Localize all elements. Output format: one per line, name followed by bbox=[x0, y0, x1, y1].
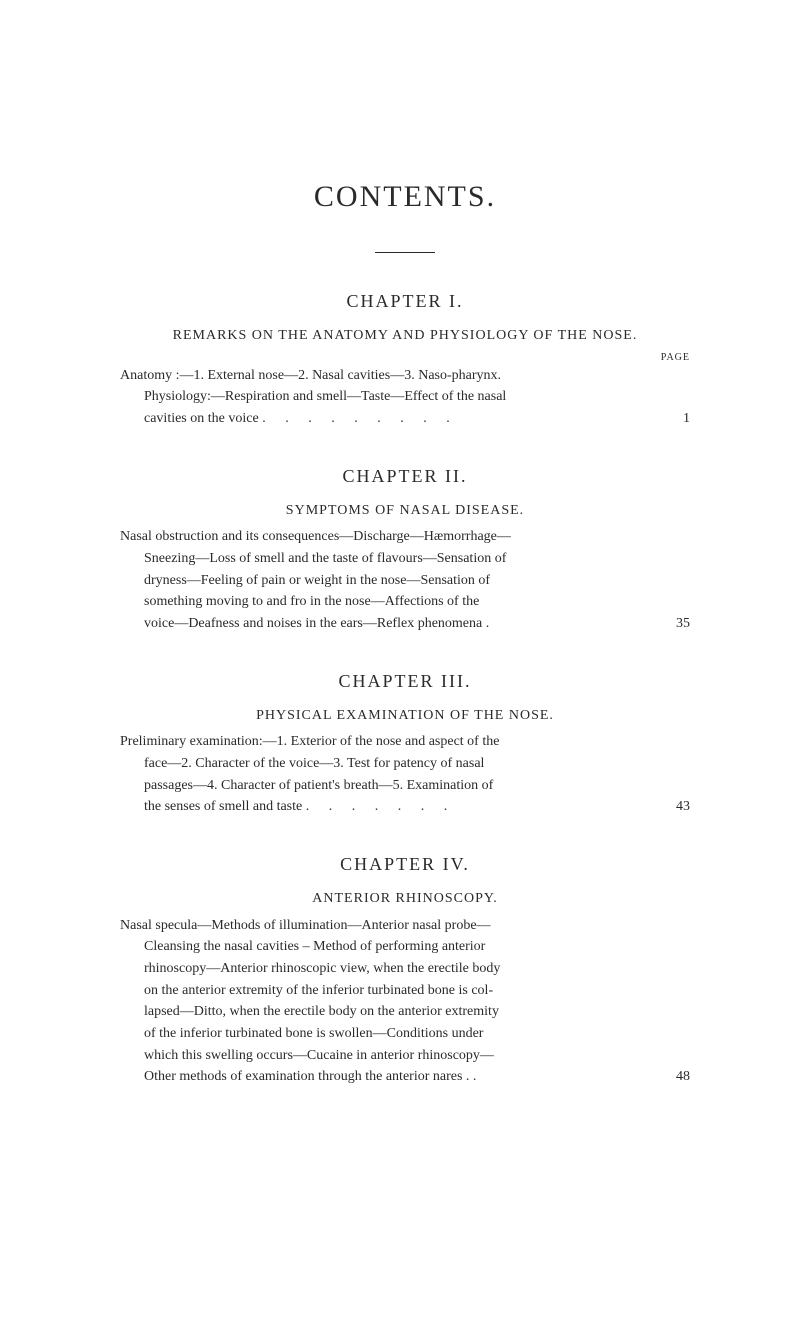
chapter-1-subtitle: REMARKS ON THE ANATOMY AND PHYSIOLOGY OF… bbox=[120, 326, 690, 346]
chapter-3-dots: . . . . . . . bbox=[306, 799, 456, 814]
chapter-1-line3: cavities on the voice . . . . . . . . . … bbox=[120, 408, 690, 430]
chapter-2-line2: Sneezing—Loss of smell and the taste of … bbox=[120, 548, 690, 570]
chapter-1-line1: Anatomy :—1. External nose—2. Nasal cavi… bbox=[120, 368, 501, 383]
chapter-3-line4-text: the senses of smell and taste bbox=[144, 799, 302, 814]
chapter-4-line4: on the anterior extremity of the inferio… bbox=[120, 980, 690, 1002]
chapter-4-line7: which this swelling occurs—Cucaine in an… bbox=[120, 1045, 690, 1067]
chapter-4-line5: lapsed—Ditto, when the erectile body on … bbox=[120, 1001, 690, 1023]
chapter-1-title: CHAPTER I. bbox=[120, 291, 690, 312]
chapter-1-page: 1 bbox=[647, 408, 690, 430]
chapter-4-body: Nasal specula—Methods of illumination—An… bbox=[120, 915, 690, 1089]
chapter-2-line5-text: voice—Deafness and noises in the ears—Re… bbox=[144, 616, 482, 631]
chapter-3-line1: Preliminary examination:—1. Exterior of … bbox=[120, 734, 499, 749]
chapter-1-dots: . . . . . . . . . bbox=[262, 411, 458, 426]
chapter-4-page: 48 bbox=[640, 1066, 690, 1088]
chapter-3-page: 43 bbox=[640, 796, 690, 818]
chapter-4-dots: . bbox=[473, 1069, 485, 1084]
chapter-2-title: CHAPTER II. bbox=[120, 466, 690, 487]
chapter-3-line2: face—2. Character of the voice—3. Test f… bbox=[120, 753, 690, 775]
chapter-4-line2: Cleansing the nasal cavities – Method of… bbox=[120, 936, 690, 958]
chapter-2-line3: dryness—Feeling of pain or weight in the… bbox=[120, 570, 690, 592]
chapter-3-subtitle: PHYSICAL EXAMINATION OF THE NOSE. bbox=[120, 706, 690, 726]
title-divider bbox=[375, 252, 435, 253]
chapter-3-title: CHAPTER III. bbox=[120, 671, 690, 692]
chapter-3-line3: passages—4. Character of patient's breat… bbox=[120, 775, 690, 797]
chapter-1-line2: Physiology:—Respiration and smell—Taste—… bbox=[120, 386, 690, 408]
chapter-4-line6: of the inferior turbinated bone is swoll… bbox=[120, 1023, 690, 1045]
chapter-2-line4: something moving to and fro in the nose—… bbox=[120, 591, 690, 613]
chapter-3: CHAPTER III. PHYSICAL EXAMINATION OF THE… bbox=[120, 671, 690, 818]
chapter-3-line4: the senses of smell and taste . . . . . … bbox=[120, 796, 690, 818]
chapter-2-dots: . bbox=[486, 616, 498, 631]
chapter-4-line8: Other methods of examination through the… bbox=[120, 1066, 690, 1088]
chapter-4-title: CHAPTER IV. bbox=[120, 854, 690, 875]
chapter-4-subtitle: ANTERIOR RHINOSCOPY. bbox=[120, 889, 690, 909]
contents-title: CONTENTS. bbox=[120, 180, 690, 214]
chapter-2-page: 35 bbox=[640, 613, 690, 635]
chapter-4-line3: rhinoscopy—Anterior rhinoscopic view, wh… bbox=[120, 958, 690, 980]
chapter-1-body: Anatomy :—1. External nose—2. Nasal cavi… bbox=[120, 365, 690, 430]
chapter-4-line8-text: Other methods of examination through the… bbox=[144, 1069, 469, 1084]
chapter-3-body: Preliminary examination:—1. Exterior of … bbox=[120, 731, 690, 818]
chapter-2: CHAPTER II. SYMPTOMS OF NASAL DISEASE. N… bbox=[120, 466, 690, 635]
chapter-2-body: Nasal obstruction and its consequences—D… bbox=[120, 526, 690, 634]
chapter-4-line1: Nasal specula—Methods of illumination—An… bbox=[120, 918, 491, 933]
page-label: PAGE bbox=[120, 352, 690, 363]
chapter-1: CHAPTER I. REMARKS ON THE ANATOMY AND PH… bbox=[120, 291, 690, 430]
chapter-4: CHAPTER IV. ANTERIOR RHINOSCOPY. Nasal s… bbox=[120, 854, 690, 1088]
chapter-1-line3-text: cavities on the voice bbox=[144, 411, 259, 426]
chapter-2-subtitle: SYMPTOMS OF NASAL DISEASE. bbox=[120, 501, 690, 521]
chapter-2-line5: voice—Deafness and noises in the ears—Re… bbox=[120, 613, 690, 635]
chapter-2-line1: Nasal obstruction and its consequences—D… bbox=[120, 529, 511, 544]
